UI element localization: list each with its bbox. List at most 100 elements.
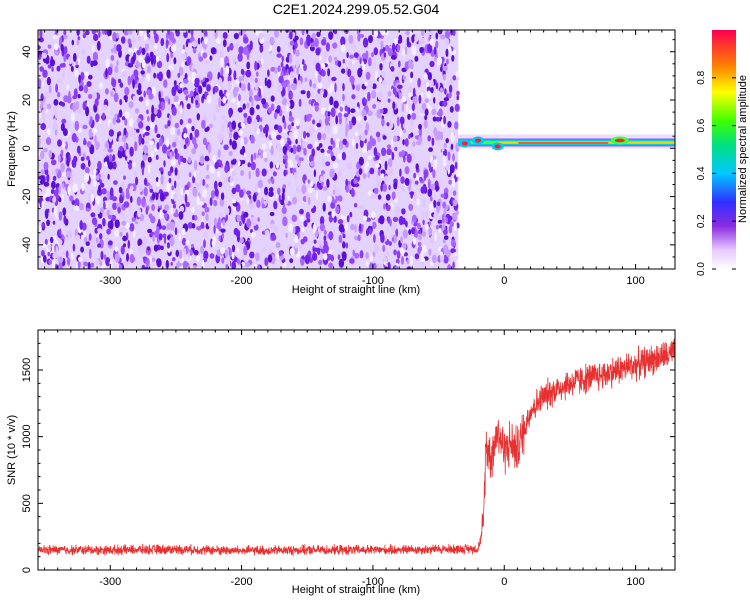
- spectrogram-noise-cell: [351, 187, 355, 198]
- signal-peak-core: [518, 142, 609, 144]
- spectrogram-noise-cell: [402, 75, 407, 80]
- spectrogram-noise-cell: [191, 223, 196, 229]
- spectrogram-noise-cell: [249, 199, 253, 205]
- spectrogram-noise-cell: [294, 225, 301, 234]
- spectrogram-noise-cell: [123, 142, 127, 151]
- spectrogram-noise-cell: [444, 30, 451, 39]
- spectrogram-noise-cell: [142, 256, 148, 261]
- spectrogram-noise-cell: [78, 127, 82, 133]
- spectrogram-ytick-label: -20: [21, 189, 33, 205]
- spectrogram-noise-cell: [225, 264, 229, 269]
- spectrogram-noise-cell: [401, 95, 407, 103]
- spectrogram-noise-cell: [401, 67, 407, 73]
- spectrogram-noise-cell: [361, 109, 367, 117]
- signal-blob-core: [474, 138, 481, 143]
- spectrogram-noise-cell: [441, 146, 445, 152]
- spectrogram-noise-cell: [152, 234, 156, 242]
- spectrogram-noise-cell: [173, 95, 179, 103]
- spectrogram-noise-cell: [428, 248, 432, 256]
- spectrogram-noise-cell: [39, 66, 44, 72]
- spectrogram-noise-cell: [157, 218, 161, 226]
- spectrogram-noise-cell: [456, 95, 460, 101]
- spectrogram-noise-cell: [289, 40, 295, 46]
- spectrogram-noise-cell: [41, 52, 47, 59]
- spectrogram-noise-cell: [315, 62, 321, 72]
- spectrogram-noise-cell: [261, 98, 267, 105]
- spectrogram-noise-cell: [134, 108, 140, 114]
- spectrogram-noise-cell: [105, 88, 109, 95]
- colorbar: 0.0 0.2 0.4 0.6 0.8 Normalized spectral ampl…: [696, 30, 749, 276]
- spectrogram-noise-cell: [126, 253, 129, 262]
- colorbar-tick-label: 0.0: [696, 262, 707, 276]
- spectrogram-noise-cell: [71, 158, 77, 168]
- spectrogram-noise-cell: [142, 133, 146, 138]
- spectrogram-noise-cell: [222, 219, 226, 227]
- spectrogram-noise-cell: [401, 208, 406, 215]
- spectrogram-noise-cell: [436, 56, 443, 66]
- spectrogram-noise-cell: [319, 216, 325, 226]
- spectrogram-noise-cell: [107, 240, 113, 246]
- spectrogram-noise-cell: [219, 49, 224, 60]
- spectrogram-noise-cell: [185, 239, 190, 246]
- spectrogram-noise-cell: [322, 132, 327, 141]
- spectrogram-noise-cell: [342, 241, 346, 249]
- spectrogram-noise-cell: [394, 146, 398, 152]
- spectrogram-noise-cell: [38, 37, 44, 43]
- spectrogram-noise-cell: [239, 149, 244, 155]
- spectrogram-noise-cell: [251, 231, 256, 238]
- spectrogram-noise-cell: [96, 174, 100, 181]
- spectrogram-noise-cell: [320, 63, 326, 69]
- spectrogram-noise-cell: [391, 237, 395, 242]
- spectrogram-noise-cell: [257, 79, 261, 90]
- spectrogram-noise-cell: [60, 44, 64, 52]
- spectrogram-noise-cell: [241, 122, 246, 129]
- spectrogram-noise-cell: [225, 91, 230, 97]
- spectrogram-noise-cell: [269, 223, 276, 230]
- spectrogram-noise-cell: [451, 177, 456, 188]
- spectrogram-xtick-label: -200: [231, 275, 253, 287]
- spectrogram-noise-cell: [325, 161, 331, 167]
- spectrogram-noise-cell: [91, 44, 96, 53]
- spectrogram-noise-cell: [332, 199, 338, 204]
- spectrogram-noise-cell: [105, 257, 111, 267]
- spectrogram-noise-cell: [408, 59, 413, 69]
- spectrogram-noise-cell: [127, 30, 133, 35]
- spectrogram-noise-cell: [206, 126, 210, 132]
- spectrogram-noise-cell: [324, 123, 331, 133]
- spectrogram-noise-cell: [62, 172, 67, 177]
- spectrogram-noise-cell: [38, 137, 41, 147]
- spectrogram-noise-cell: [230, 159, 237, 165]
- spectrogram-noise-cell: [432, 116, 437, 122]
- spectrogram-noise-cell: [370, 52, 374, 58]
- spectrogram-noise-cell: [385, 204, 391, 211]
- spectrogram-noise-cell: [357, 123, 362, 129]
- spectrogram-noise-cell: [271, 178, 275, 185]
- spectrogram-noise-cell: [367, 170, 371, 179]
- spectrogram-noise-cell: [218, 211, 224, 219]
- spectrogram-noise-cell: [128, 48, 133, 53]
- spectrogram-noise-cell: [320, 148, 325, 153]
- spectrogram-noise-cell: [384, 108, 388, 114]
- snr-xtick-label: -200: [231, 576, 253, 588]
- spectrogram-noise-cell: [46, 219, 51, 226]
- spectrogram-noise-cell: [344, 223, 348, 232]
- spectrogram-noise-cell: [390, 55, 397, 60]
- spectrogram-noise-cell: [38, 54, 41, 60]
- spectrogram-noise-cell: [342, 138, 348, 145]
- snr-xtick-label: -100: [362, 576, 384, 588]
- spectrogram-noise-cell: [295, 49, 300, 57]
- spectrogram-noise-cell: [288, 90, 293, 100]
- spectrogram-noise-cell: [164, 204, 170, 211]
- spectrogram-noise-cell: [95, 259, 100, 266]
- spectrogram-noise-cell: [72, 243, 76, 252]
- spectrogram-noise-cell: [380, 173, 385, 179]
- spectrogram-noise-cell: [52, 220, 56, 225]
- spectrogram-noise-cell: [132, 95, 137, 101]
- spectrogram-noise-cell: [75, 60, 79, 66]
- spectrogram-noise-cell: [258, 32, 264, 40]
- spectrogram-noise-cell: [373, 147, 378, 157]
- spectrogram-noise-cell: [99, 233, 103, 240]
- spectrogram-noise-cell: [432, 169, 436, 179]
- spectrogram-noise-cell: [255, 167, 260, 178]
- spectrogram-noise-cell: [398, 151, 402, 158]
